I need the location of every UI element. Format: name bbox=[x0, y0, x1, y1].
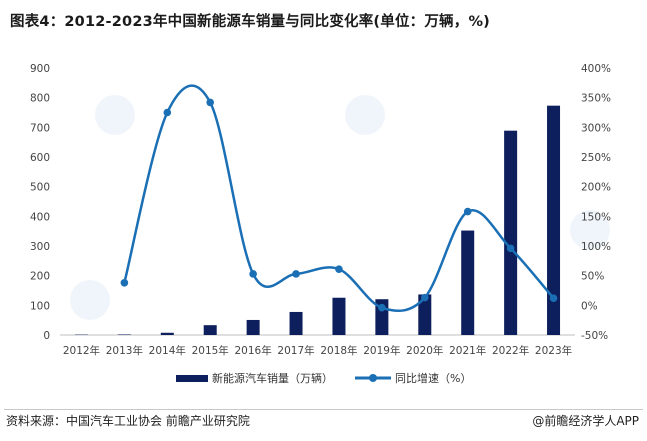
bar bbox=[461, 230, 475, 335]
y-right-tick-label: 400% bbox=[581, 63, 611, 75]
line-point bbox=[506, 244, 515, 253]
line-point bbox=[163, 108, 172, 117]
legend: 新能源汽车销量（万辆） 同比增速（%） bbox=[0, 370, 647, 392]
x-tick-label: 2019年 bbox=[363, 344, 400, 357]
axes: 0 100 200 300 400 500 600 700 800 900 -50% 0% 50% 100… bbox=[30, 63, 611, 357]
bar bbox=[418, 294, 432, 335]
y-right-tick-label: 300% bbox=[581, 122, 611, 134]
line-point bbox=[120, 278, 129, 287]
x-tick-label: 2017年 bbox=[277, 344, 314, 357]
line-point bbox=[420, 293, 429, 302]
bar bbox=[117, 334, 131, 335]
y-right-tick-label: 50% bbox=[581, 271, 604, 283]
chart-title: 图表4：2012-2023年中国新能源车销量与同比变化率(单位：万辆，%) bbox=[10, 14, 490, 30]
bar bbox=[203, 325, 217, 335]
x-tick-label: 2013年 bbox=[106, 344, 143, 357]
chart: 0 100 200 300 400 500 600 700 800 900 -50% 0% 50% 100… bbox=[30, 63, 611, 357]
x-tick-label: 2018年 bbox=[320, 344, 357, 357]
legend-label-growth: 同比增速（%） bbox=[395, 372, 472, 385]
line-series bbox=[120, 84, 558, 313]
bar bbox=[332, 297, 346, 335]
x-tick-label: 2020年 bbox=[406, 344, 443, 357]
y-left-tick-label: 400 bbox=[30, 211, 50, 223]
footer: 资料来源：中国汽车工业协会 前瞻产业研究院 @前瞻经济学人APP bbox=[0, 409, 647, 433]
line-point bbox=[378, 303, 386, 312]
line-point bbox=[206, 98, 215, 107]
y-left-tick-label: 0 bbox=[43, 330, 50, 342]
legend-label-sales: 新能源汽车销量（万辆） bbox=[212, 372, 333, 385]
x-tick-label: 2023年 bbox=[535, 344, 572, 357]
y-left-tick-label: 800 bbox=[30, 93, 50, 105]
bar bbox=[289, 311, 303, 335]
brand-credit: @前瞻经济学人APP bbox=[532, 414, 639, 428]
y-left-tick-label: 200 bbox=[30, 271, 50, 283]
y-left-tick-label: 700 bbox=[30, 122, 50, 134]
line-point bbox=[249, 270, 257, 278]
y-left-tick-label: 100 bbox=[30, 300, 50, 312]
y-right-tick-label: 100% bbox=[581, 241, 611, 253]
y-right-tick-label: 250% bbox=[581, 152, 611, 164]
bar bbox=[246, 319, 260, 335]
y-left-tick-label: 600 bbox=[30, 152, 50, 164]
y-right-tick-label: 200% bbox=[581, 182, 611, 194]
line-point bbox=[292, 270, 300, 278]
line-point bbox=[549, 294, 558, 303]
y-left-tick-label: 300 bbox=[30, 241, 50, 253]
y-right-tick-label: 0% bbox=[581, 300, 598, 312]
footer-divider bbox=[4, 409, 643, 410]
x-tick-label: 2021年 bbox=[449, 344, 486, 357]
legend-line-swatch bbox=[355, 374, 391, 382]
line-point bbox=[463, 207, 472, 216]
growth-line bbox=[123, 84, 555, 313]
line-point bbox=[335, 265, 343, 273]
legend-item-sales: 新能源汽车销量（万辆） bbox=[176, 370, 333, 386]
x-tick-label: 2022年 bbox=[492, 344, 529, 357]
x-tick-label: 2014年 bbox=[149, 344, 186, 357]
legend-bar-swatch bbox=[176, 374, 208, 382]
source-note: 资料来源：中国汽车工业协会 前瞻产业研究院 bbox=[6, 414, 250, 428]
x-tick-label: 2016年 bbox=[235, 344, 272, 357]
bar bbox=[547, 105, 561, 335]
bar-series bbox=[74, 105, 561, 335]
y-right-tick-label: 150% bbox=[581, 211, 611, 223]
y-left-tick-label: 900 bbox=[30, 63, 50, 75]
x-tick-label: 2015年 bbox=[192, 344, 229, 357]
y-right-tick-label: -50% bbox=[581, 330, 608, 342]
y-left-tick-label: 500 bbox=[30, 182, 50, 194]
watermark bbox=[70, 95, 610, 320]
bar bbox=[504, 130, 518, 335]
x-tick-label: 2012年 bbox=[63, 344, 100, 357]
bar bbox=[160, 332, 174, 335]
legend-item-growth: 同比增速（%） bbox=[355, 370, 471, 386]
y-right-tick-label: 350% bbox=[581, 93, 611, 105]
